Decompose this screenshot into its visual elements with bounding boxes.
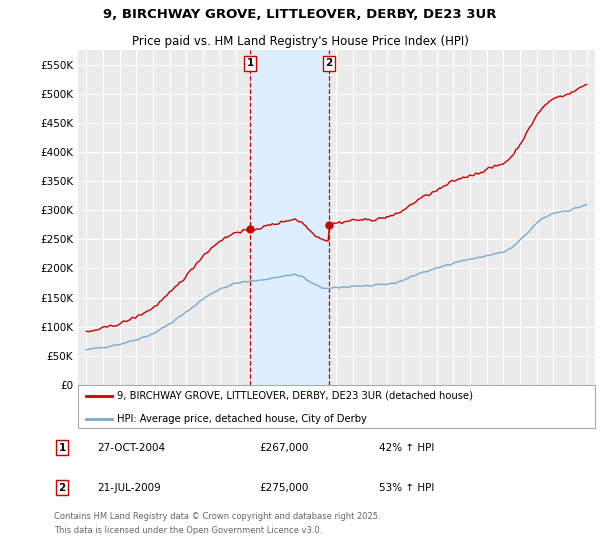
- Text: Price paid vs. HM Land Registry's House Price Index (HPI): Price paid vs. HM Land Registry's House …: [131, 35, 469, 48]
- Text: 42% ↑ HPI: 42% ↑ HPI: [379, 442, 434, 452]
- Text: £267,000: £267,000: [260, 442, 309, 452]
- Text: 1: 1: [58, 442, 66, 452]
- Text: £275,000: £275,000: [260, 483, 309, 493]
- Text: Contains HM Land Registry data © Crown copyright and database right 2025.
This d: Contains HM Land Registry data © Crown c…: [54, 512, 380, 535]
- Bar: [250, 50, 329, 385]
- FancyBboxPatch shape: [78, 385, 595, 428]
- Text: 2: 2: [325, 58, 332, 68]
- Text: 27-OCT-2004: 27-OCT-2004: [97, 442, 166, 452]
- Text: 9, BIRCHWAY GROVE, LITTLEOVER, DERBY, DE23 3UR (detached house): 9, BIRCHWAY GROVE, LITTLEOVER, DERBY, DE…: [117, 391, 473, 401]
- Text: 2: 2: [58, 483, 66, 493]
- Text: 53% ↑ HPI: 53% ↑ HPI: [379, 483, 434, 493]
- Text: 1: 1: [247, 58, 254, 68]
- Text: 9, BIRCHWAY GROVE, LITTLEOVER, DERBY, DE23 3UR: 9, BIRCHWAY GROVE, LITTLEOVER, DERBY, DE…: [103, 7, 497, 21]
- Text: HPI: Average price, detached house, City of Derby: HPI: Average price, detached house, City…: [117, 413, 367, 423]
- Text: 21-JUL-2009: 21-JUL-2009: [97, 483, 161, 493]
